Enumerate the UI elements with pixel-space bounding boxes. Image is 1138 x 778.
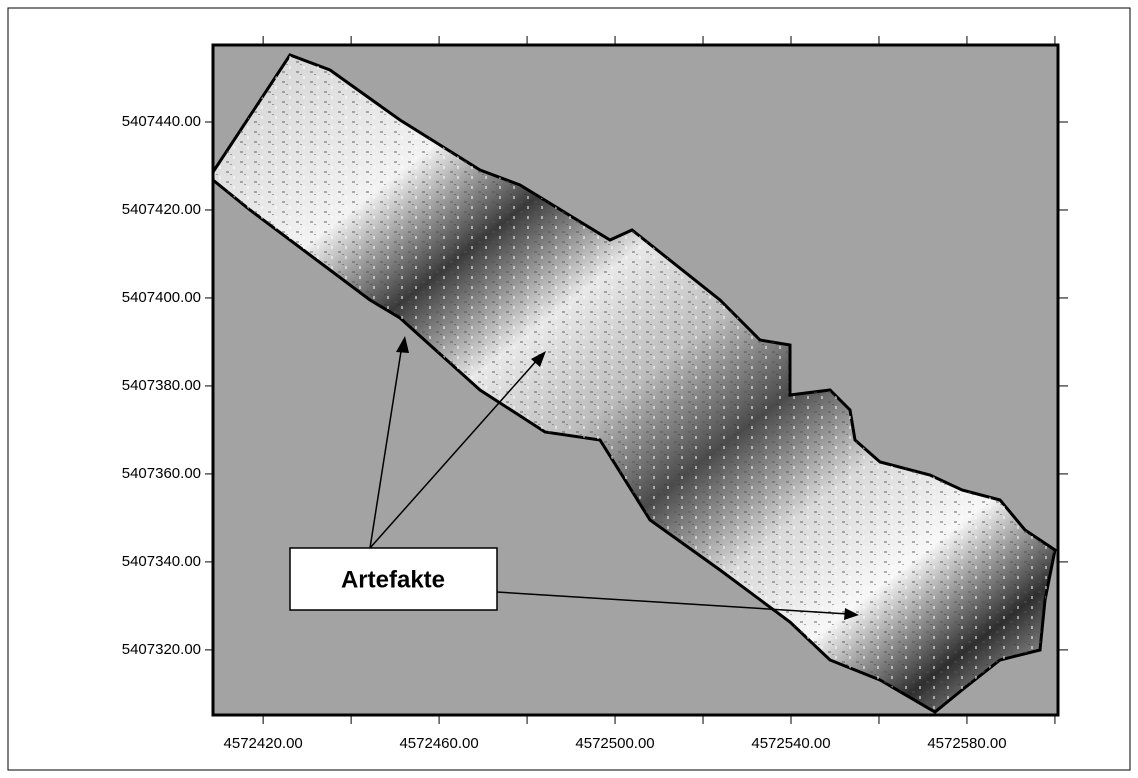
x-tick-label: 4572500.00 [575,735,654,752]
x-tick-label: 4572420.00 [224,735,303,752]
y-tick-label: 5407400.00 [122,289,201,306]
x-tick-label: 4572460.00 [399,735,478,752]
y-tick-label: 5407380.00 [122,377,201,394]
x-tick-label: 4572580.00 [927,735,1006,752]
annotation-label: Artefakte [341,566,445,593]
y-tick-label: 5407340.00 [122,553,201,570]
y-tick-label: 5407360.00 [122,465,201,482]
figure: Artefakte 4572420.00 4572460.00 4572500.00… [0,0,1138,778]
page: Artefakte 4572420.00 4572460.00 4572500.00… [0,0,1138,778]
y-tick-label: 5407440.00 [122,113,201,130]
y-tick-label: 5407320.00 [122,641,201,658]
x-tick-label: 4572540.00 [751,735,830,752]
y-tick-label: 5407420.00 [122,201,201,218]
